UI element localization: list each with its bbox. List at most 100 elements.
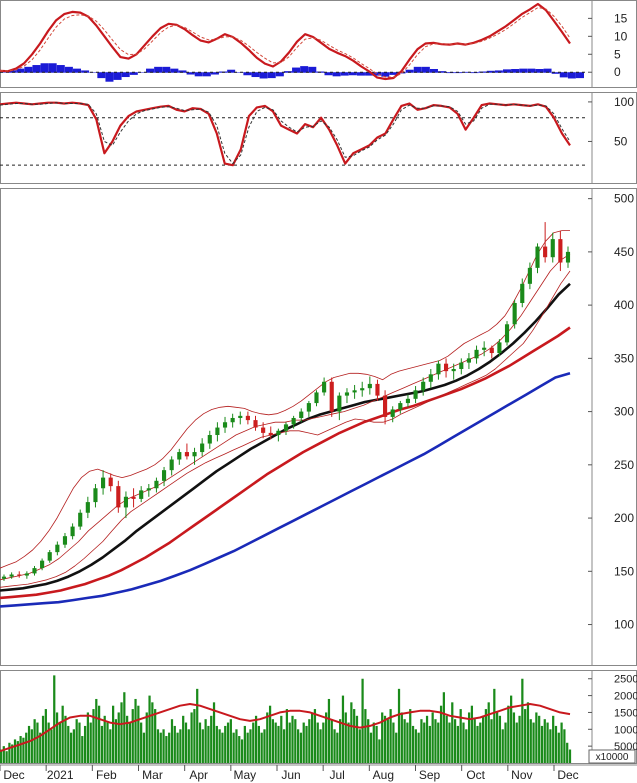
volume-bar [395, 732, 398, 763]
volume-bar [137, 705, 140, 763]
panel-frames [0, 0, 637, 764]
volume-bar [566, 742, 569, 763]
volume-bar [294, 719, 297, 763]
candle-body [139, 490, 144, 499]
volume-bar [215, 725, 218, 763]
volume-bar [445, 715, 448, 763]
volume-bar [182, 715, 185, 763]
volume-bar [55, 712, 59, 763]
volume-bar [311, 712, 314, 763]
volume-bar [552, 715, 555, 763]
macd-histogram-bar [32, 65, 41, 73]
volume-bar [291, 715, 294, 763]
candle-body [192, 452, 197, 457]
volume-bar [229, 719, 232, 763]
volume-bar [411, 725, 415, 763]
candle-body [504, 324, 510, 343]
oscillator-signal-line [0, 102, 571, 165]
volume-bar [39, 732, 42, 763]
volume-bar [493, 688, 496, 763]
volume-bar [58, 722, 61, 763]
volume-bar [327, 698, 331, 763]
candle-body [428, 374, 433, 382]
macd-histogram-bar [486, 70, 495, 73]
macd-histogram-bar [275, 72, 284, 77]
volume-bar [557, 732, 560, 763]
x-axis: Dec 2021 Feb Mar Apr May Jun Jul Aug Sep Oct Nov Dec [0, 764, 637, 782]
macd-histogram-bar [397, 72, 406, 74]
candle-body [184, 452, 189, 457]
macd-histogram-bar [259, 72, 268, 79]
macd-histogram-bar [462, 71, 471, 73]
volume-bar [103, 715, 106, 763]
y-tick-label: 250 [614, 458, 634, 472]
y-tick-label: 450 [614, 245, 634, 259]
volume-bar [280, 715, 283, 763]
volume-bar [378, 739, 381, 763]
volume-bar [543, 719, 546, 763]
x-tick-label: Jun [281, 768, 300, 782]
macd-histogram-bar [308, 66, 317, 73]
volume-bar [0, 749, 3, 763]
volume-bar [100, 725, 104, 763]
moving-average-line-2 [0, 326, 571, 600]
volume-bar [254, 715, 258, 763]
volume-bar [296, 729, 300, 763]
volume-bar [16, 741, 19, 763]
volume-bar [308, 719, 311, 763]
candle-body [253, 420, 258, 428]
volume-bar [476, 725, 479, 763]
volume-bar [266, 712, 269, 763]
volume-bar [383, 715, 387, 763]
volume-bar [72, 729, 75, 763]
volume-bar [83, 725, 87, 763]
volume-bar [350, 702, 353, 763]
volume-bar [325, 712, 328, 763]
volume-bar [44, 709, 47, 763]
volume-bar [27, 725, 31, 763]
candle-body [123, 496, 129, 508]
volume-bar [224, 725, 227, 763]
volume-bar [193, 709, 196, 763]
volume-bar [529, 719, 532, 763]
volume-bar [173, 725, 176, 763]
candle-body [131, 496, 136, 499]
candle-body [565, 251, 571, 263]
volume-bar [131, 709, 134, 763]
candle-body [451, 369, 456, 372]
x-tick-label: May [233, 768, 256, 782]
candle-body [215, 427, 220, 436]
candle-body [108, 477, 113, 487]
macd-histogram-bar [162, 66, 171, 73]
volume-bar [302, 722, 305, 763]
volume-bar [252, 722, 255, 763]
volume-bar [420, 719, 423, 763]
volume-bar [319, 729, 322, 763]
macd-histogram-bar [121, 72, 130, 78]
volume-bar [106, 722, 109, 763]
candle-body [352, 390, 357, 393]
volume-bar [560, 722, 563, 763]
volume-bar [69, 732, 73, 763]
candle-body [497, 342, 502, 354]
macd-histogram-bar [511, 68, 520, 73]
candle-body [32, 568, 37, 574]
candle-body [62, 536, 68, 545]
volume-bar [165, 736, 168, 763]
volume-bar [159, 732, 162, 763]
volume-bar [78, 722, 81, 763]
volume-bar [151, 702, 154, 763]
macd-histogram-bar [567, 72, 576, 79]
volume-bar [512, 712, 516, 763]
volume-bar [448, 722, 451, 763]
volume-bar [540, 725, 544, 763]
volume-bar [403, 719, 406, 763]
candle-body [24, 573, 29, 576]
volume-bar [437, 722, 440, 763]
volume-bar [496, 712, 499, 763]
volume-bar [207, 725, 210, 763]
y-tick-label: 150 [614, 564, 634, 578]
y-tick-label: 350 [614, 351, 634, 365]
volume-bar [117, 712, 120, 763]
volume-bar [260, 732, 263, 763]
